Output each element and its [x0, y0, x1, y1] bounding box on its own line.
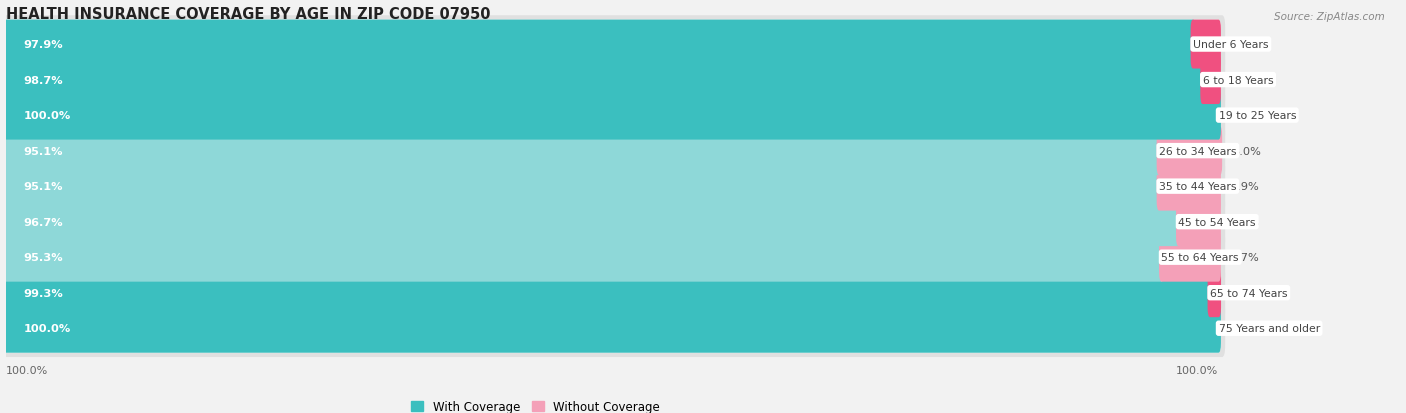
- FancyBboxPatch shape: [1157, 162, 1220, 211]
- FancyBboxPatch shape: [1175, 198, 1220, 247]
- FancyBboxPatch shape: [1201, 56, 1220, 105]
- FancyBboxPatch shape: [1159, 233, 1220, 282]
- FancyBboxPatch shape: [3, 127, 1161, 176]
- FancyBboxPatch shape: [0, 16, 1225, 74]
- Text: 100.0%: 100.0%: [24, 111, 70, 121]
- Text: 100.0%: 100.0%: [24, 323, 70, 333]
- Text: 0.71%: 0.71%: [1230, 288, 1267, 298]
- Text: 19 to 25 Years: 19 to 25 Years: [1219, 111, 1296, 121]
- FancyBboxPatch shape: [0, 300, 1225, 357]
- Text: 26 to 34 Years: 26 to 34 Years: [1159, 146, 1236, 156]
- Text: 1.3%: 1.3%: [1230, 76, 1260, 85]
- Text: 95.3%: 95.3%: [24, 253, 63, 263]
- Text: 97.9%: 97.9%: [24, 40, 63, 50]
- FancyBboxPatch shape: [0, 229, 1225, 286]
- Text: 96.7%: 96.7%: [24, 217, 63, 227]
- Legend: With Coverage, Without Coverage: With Coverage, Without Coverage: [412, 400, 659, 413]
- FancyBboxPatch shape: [3, 162, 1161, 211]
- FancyBboxPatch shape: [3, 21, 1195, 69]
- Text: 100.0%: 100.0%: [1177, 365, 1219, 375]
- Text: 2.1%: 2.1%: [1230, 40, 1260, 50]
- Text: 95.1%: 95.1%: [24, 146, 63, 156]
- FancyBboxPatch shape: [1157, 127, 1222, 176]
- FancyBboxPatch shape: [1191, 21, 1220, 69]
- FancyBboxPatch shape: [3, 233, 1164, 282]
- Text: HEALTH INSURANCE COVERAGE BY AGE IN ZIP CODE 07950: HEALTH INSURANCE COVERAGE BY AGE IN ZIP …: [6, 7, 491, 22]
- FancyBboxPatch shape: [3, 233, 1220, 282]
- FancyBboxPatch shape: [0, 52, 1225, 109]
- Text: Under 6 Years: Under 6 Years: [1194, 40, 1268, 50]
- Text: 0.0%: 0.0%: [1230, 111, 1260, 121]
- FancyBboxPatch shape: [3, 304, 1220, 353]
- Text: 95.1%: 95.1%: [24, 182, 63, 192]
- FancyBboxPatch shape: [3, 127, 1220, 176]
- Text: 6 to 18 Years: 6 to 18 Years: [1202, 76, 1274, 85]
- FancyBboxPatch shape: [0, 87, 1225, 145]
- Text: 0.0%: 0.0%: [1230, 323, 1260, 333]
- FancyBboxPatch shape: [3, 91, 1220, 140]
- FancyBboxPatch shape: [3, 21, 1220, 69]
- FancyBboxPatch shape: [3, 304, 1220, 353]
- FancyBboxPatch shape: [3, 198, 1220, 247]
- Text: 45 to 54 Years: 45 to 54 Years: [1178, 217, 1256, 227]
- Text: Source: ZipAtlas.com: Source: ZipAtlas.com: [1274, 12, 1385, 22]
- Text: 75 Years and older: 75 Years and older: [1219, 323, 1320, 333]
- FancyBboxPatch shape: [3, 91, 1220, 140]
- Text: 4.7%: 4.7%: [1230, 253, 1260, 263]
- Text: 35 to 44 Years: 35 to 44 Years: [1159, 182, 1236, 192]
- Text: 98.7%: 98.7%: [24, 76, 63, 85]
- Text: 99.3%: 99.3%: [24, 288, 63, 298]
- FancyBboxPatch shape: [3, 162, 1220, 211]
- FancyBboxPatch shape: [3, 56, 1205, 105]
- Text: 3.3%: 3.3%: [1230, 217, 1260, 227]
- FancyBboxPatch shape: [0, 158, 1225, 216]
- FancyBboxPatch shape: [3, 268, 1212, 318]
- FancyBboxPatch shape: [1208, 268, 1220, 318]
- FancyBboxPatch shape: [0, 264, 1225, 322]
- FancyBboxPatch shape: [0, 123, 1225, 180]
- Text: 55 to 64 Years: 55 to 64 Years: [1161, 253, 1239, 263]
- Text: 65 to 74 Years: 65 to 74 Years: [1211, 288, 1288, 298]
- Text: 4.9%: 4.9%: [1230, 182, 1260, 192]
- Text: 5.0%: 5.0%: [1232, 146, 1261, 156]
- FancyBboxPatch shape: [3, 268, 1220, 318]
- FancyBboxPatch shape: [3, 56, 1220, 105]
- FancyBboxPatch shape: [3, 198, 1181, 247]
- Text: 100.0%: 100.0%: [6, 365, 48, 375]
- FancyBboxPatch shape: [0, 193, 1225, 251]
